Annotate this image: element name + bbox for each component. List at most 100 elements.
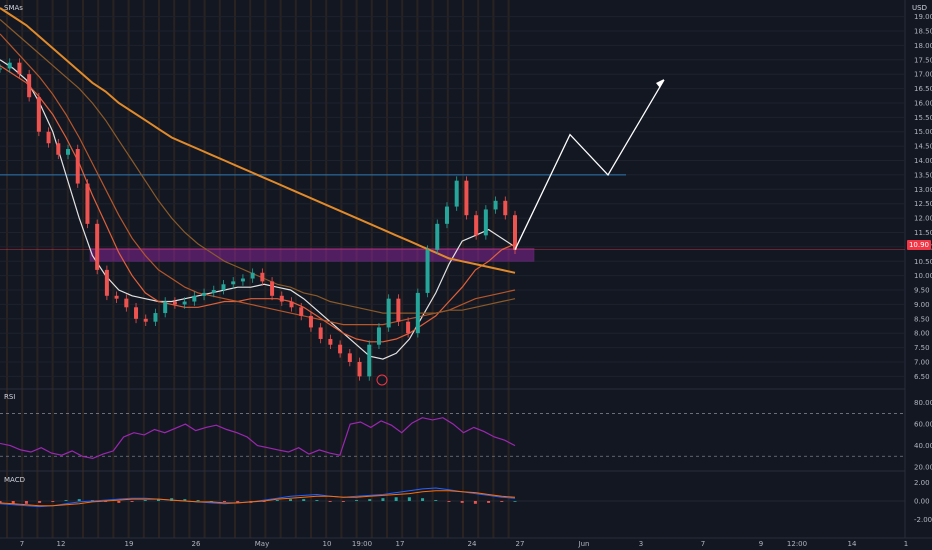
macd-histogram-bar [328,501,332,502]
candle-body [493,200,498,210]
candle-body [386,298,391,328]
session-band [279,0,282,538]
macd-histogram-bar [156,499,160,501]
candle-body [250,272,255,279]
macd-histogram-bar [143,500,147,501]
macd-histogram-bar [196,500,200,501]
macd-histogram-bar [381,498,385,501]
session-band [264,0,267,538]
session-band [82,0,84,538]
rsi-tick-label: 40.00 [914,442,932,450]
macd-tick-label: 2.00 [914,479,930,487]
y-tick-label: 18.00 [914,42,932,50]
candle-body [75,149,80,184]
session-band [21,0,24,538]
macd-histogram-bar [24,501,28,504]
rsi-tick-label: 80.00 [914,399,932,407]
candle-body [357,361,362,377]
macd-histogram-bar [236,501,240,503]
candle-body [134,307,139,319]
candle-body [202,292,207,296]
session-band [340,0,343,538]
session-band [6,0,8,538]
macd-histogram-bar [473,501,477,504]
y-tick-label: 15.50 [914,114,932,122]
macd-histogram-bar [64,500,68,501]
last-price-tag: 10.90 [907,240,931,250]
candle-body [396,298,401,322]
macd-histogram-bar [315,500,319,501]
x-tick-label: 26 [192,540,201,548]
session-band [386,0,388,538]
price-pane[interactable] [0,7,905,386]
macd-histogram-bar [275,500,279,501]
macd-histogram-bar [0,501,2,503]
axes: 6.507.007.508.008.509.009.5010.0010.5011… [20,13,932,548]
moving-average-line [0,33,516,326]
x-tick-label: 27 [516,540,525,548]
candle-body [367,344,372,377]
macd-histogram-bar [302,499,306,501]
candle-body [240,278,245,282]
y-tick-label: 16.50 [914,85,932,93]
macd-histogram-bar [130,501,134,502]
candle-body [163,301,168,314]
y-tick-label: 9.00 [914,301,930,309]
candle-body [338,344,343,354]
session-band [507,0,510,538]
session-band [51,0,54,538]
candle-body [474,215,479,236]
moving-average-line [0,19,516,314]
macd-histogram-bar [513,501,517,502]
candle-body [66,149,71,155]
candle-body [85,183,90,224]
x-tick-label: 3 [639,540,643,548]
session-band [431,0,434,538]
projection-arrowhead [656,78,664,88]
y-tick-label: 15.00 [914,128,932,136]
candle-body [36,97,41,132]
session-band [173,0,176,538]
candle-body [406,321,411,334]
session-band [446,0,449,538]
candle-body [56,143,61,155]
macd-histogram-bar [394,497,398,501]
x-tick-label: 19:00 [352,540,372,548]
session-band [234,0,236,538]
rsi-tick-label: 20.00 [914,464,932,472]
macd-histogram-bar [487,501,491,503]
x-tick-label: 12:00 [787,540,807,548]
y-tick-label: 19.00 [914,13,932,21]
macd-tick-label: -2.00 [914,516,932,524]
macd-histogram-bar [447,501,451,502]
macd-histogram-bar [434,500,438,501]
x-tick-label: May [255,540,269,548]
x-tick-label: 10 [323,540,332,548]
macd-pane[interactable] [0,487,905,508]
earnings-marker [376,374,388,386]
candle-body [7,62,12,69]
candle-body [513,215,517,250]
x-tick-label: 17 [396,540,405,548]
x-tick-label: 24 [468,540,477,548]
y-tick-label: 14.50 [914,143,932,151]
session-band [462,0,464,538]
macd-histogram-bar [500,501,504,502]
moving-average-line [0,59,516,360]
support-zone [89,248,535,262]
rsi-pane[interactable] [0,413,905,460]
macd-tick-label: 0.00 [914,498,930,506]
candle-body [464,180,469,216]
macd-histogram-bar [460,501,464,503]
y-tick-label: 17.50 [914,56,932,64]
x-tick-label: 7 [20,540,24,548]
y-tick-label: 7.00 [914,358,930,366]
moving-average-line [0,65,516,343]
x-tick-label: 14 [848,540,857,548]
macd-histogram-bar [341,501,345,502]
candle-body [172,301,177,305]
candle-body [435,223,440,250]
candle-body [104,269,109,296]
y-tick-label: 13.50 [914,171,932,179]
